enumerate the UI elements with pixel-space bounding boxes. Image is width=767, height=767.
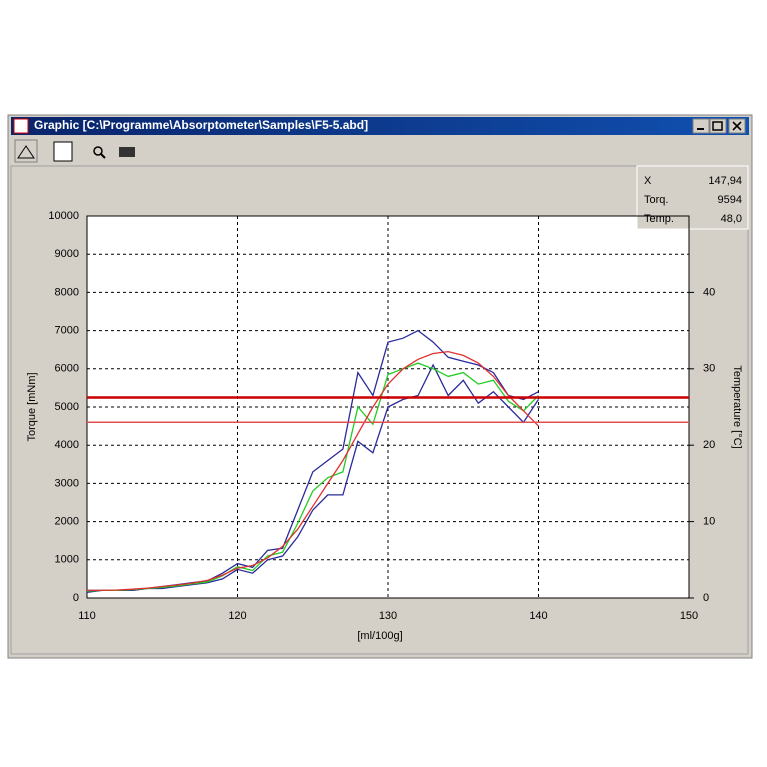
y-tick-label: 3000 [55,477,79,489]
x-tick-label: 150 [680,610,698,622]
window-controls[interactable] [692,118,746,134]
chart-tool-glyph [17,145,35,159]
y-tick-label: 2000 [55,516,79,528]
y-tick-label: 7000 [55,325,79,337]
y2-tick-label: 30 [703,363,715,375]
camera-tool[interactable] [119,147,135,157]
maximize-glyph [712,121,723,131]
toolbar [14,139,135,163]
y2-tick-label: 20 [703,439,715,451]
y2-tick-label: 40 [703,286,715,298]
plot-frame [86,215,690,599]
y2-tick-label: 0 [703,592,709,604]
y-tick-label: 9000 [55,248,79,260]
readout-label: Temp. [644,213,674,225]
close-glyph [732,121,742,131]
y-axis-label: Torque [mNm] [26,372,38,441]
y-tick-label: 10000 [48,210,79,222]
y-tick-label: 6000 [55,363,79,375]
series-line [86,362,539,592]
x-tick-label: 140 [529,610,547,622]
y-tick-label: 0 [73,592,79,604]
y-tick-label: 5000 [55,401,79,413]
y-tick-label: 8000 [55,286,79,298]
chart-tool[interactable] [14,139,38,163]
readout-label: X [644,175,652,187]
x-tick-label: 110 [78,610,96,622]
readout-label: Torq. [644,194,668,206]
y-tick-label: 4000 [55,439,79,451]
zoom-tool[interactable] [93,146,103,156]
y2-tick-label: 10 [703,516,715,528]
series-line [87,350,539,592]
window-title: Graphic [C:\Programme\Absorptometer\Samp… [34,118,368,132]
y2-axis-label: Temperature [°C] [731,365,743,448]
readout-panel [636,165,749,230]
zoom-handle [100,153,106,159]
x-tick-label: 120 [228,610,246,622]
chart: 0100020003000400050006000700080009000100… [48,210,715,622]
series-line [87,363,540,592]
x-axis-label: [ml/100g] [357,630,402,642]
readout-value: 9594 [718,194,742,206]
y-tick-label: 1000 [55,554,79,566]
table-tool[interactable] [53,141,73,162]
title-bar [11,117,749,135]
readout-value: 48,0 [721,213,742,225]
app-icon [13,118,29,134]
x-tick-label: 130 [379,610,397,622]
readout-value: 147,94 [708,175,742,187]
minimize-button[interactable] [692,118,710,134]
